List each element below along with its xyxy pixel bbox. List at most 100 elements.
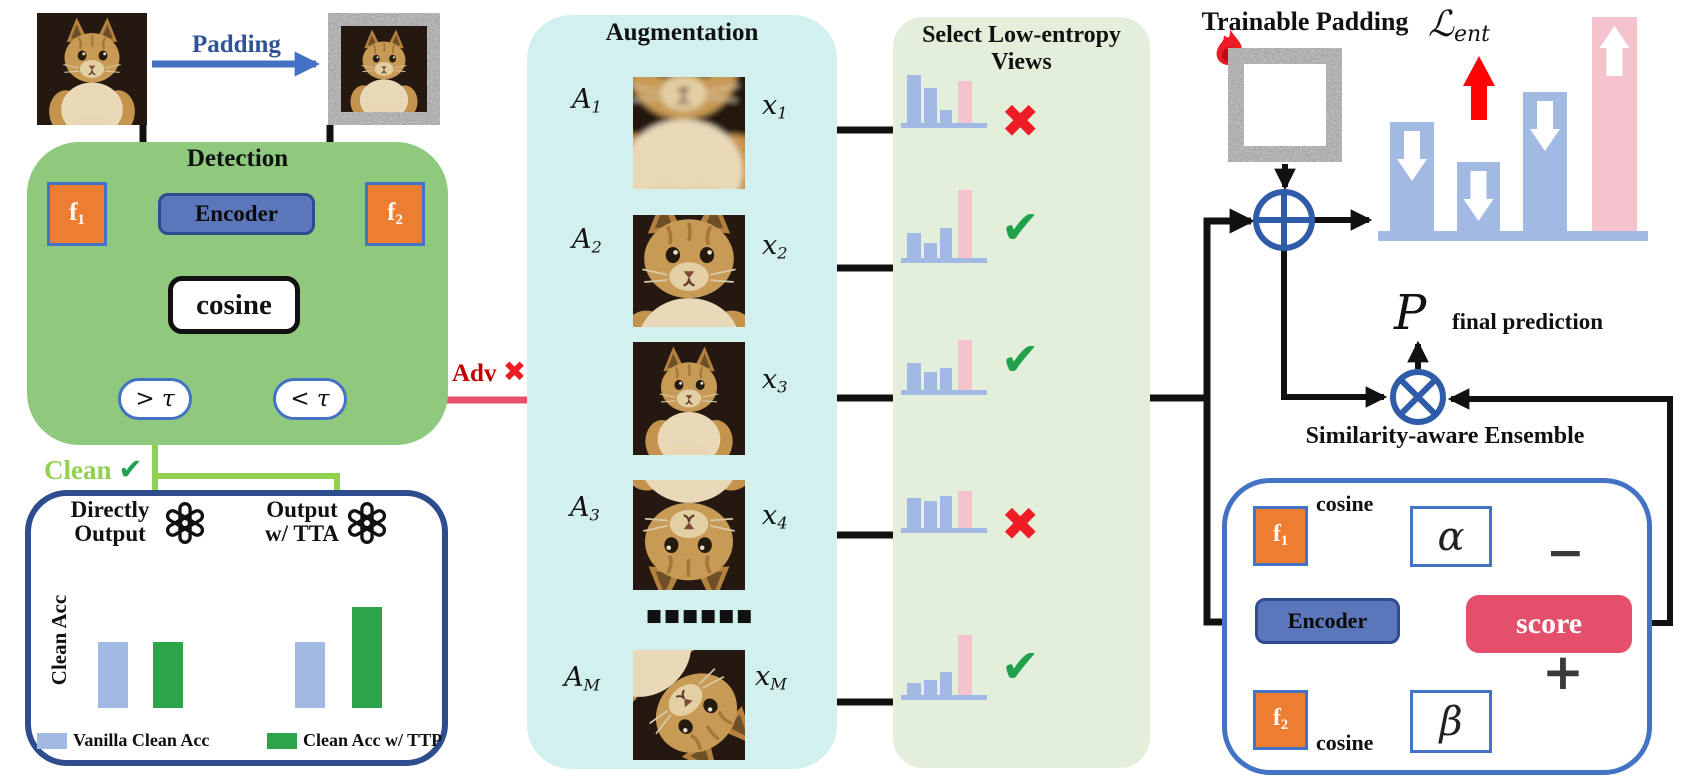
entropy-bar [940, 228, 952, 258]
augmented-view-M [552, 565, 808, 784]
trainable-padding-square [1228, 48, 1342, 162]
ensemble-f2-label: f2 [1272, 705, 1289, 734]
openai-logo-icon [344, 500, 390, 546]
score-label: score [1515, 607, 1583, 640]
entropy-mini-chart [901, 50, 989, 128]
ensemble-caption: Similarity-aware Ensemble [1305, 423, 1585, 449]
above-threshold-node: > τ [118, 378, 192, 420]
clean-acc-axis-label: Clean Acc [47, 594, 71, 686]
view-label-x1: x1 [762, 90, 788, 123]
entropy-bar [924, 372, 937, 390]
ensemble-encoder-node: Encoder [1255, 598, 1400, 644]
entropy-bar [940, 672, 952, 695]
down-trend-icon [1463, 171, 1494, 221]
alpha-node: α [1410, 506, 1492, 567]
entropy-up-arrow [1463, 56, 1495, 120]
logit-bar [1457, 162, 1500, 231]
augmented-view-2 [597, 185, 781, 386]
entropy-chart-baseline [901, 390, 987, 395]
selected-check-icon: ✔ [1001, 200, 1040, 254]
ensemble-f1-label: f1 [1272, 521, 1289, 550]
entropy-bar [924, 243, 937, 258]
aug-op-label-3: A3 [570, 492, 600, 525]
minus-sign: − [1546, 525, 1585, 579]
entropy-bar [958, 190, 972, 258]
openai-logo-icon [162, 500, 208, 546]
f1-label: f1 [69, 198, 85, 229]
cosine-bottom-label: cosine [1316, 730, 1374, 755]
cosine-top-label: cosine [1316, 491, 1374, 516]
clean-check-icon: ✔ [118, 452, 143, 486]
add-padding-operator [1253, 189, 1315, 251]
padded-image [328, 13, 440, 125]
logit-bar [1523, 92, 1567, 231]
entropy-bar [907, 683, 921, 695]
rejected-cross-icon: ✖ [1001, 94, 1040, 148]
ensemble-multiply-operator [1390, 369, 1446, 425]
score-node: score [1466, 595, 1632, 653]
selected-check-icon: ✔ [1001, 332, 1040, 386]
original-image [35, 11, 149, 138]
vanilla-acc-bar [295, 642, 325, 708]
augmented-view-4 [599, 416, 779, 614]
entropy-mini-chart [901, 317, 989, 395]
adversarial-view-3 [631, 340, 747, 468]
lt-tau-label: < τ [290, 386, 330, 412]
entropy-bar [958, 635, 972, 695]
view-label-xM: xM [755, 661, 787, 694]
entropy-chart-baseline [901, 123, 987, 128]
aug-op-label-2: A2 [572, 224, 602, 257]
adv-branch-label: Adv ✖ [452, 355, 527, 388]
entropy-bar [907, 233, 921, 258]
entropy-bar [940, 368, 952, 390]
ellipsis-dots: ■■■■■■ [646, 606, 755, 626]
detection-title: Detection [186, 145, 289, 172]
final-prediction-symbol: P [1394, 285, 1427, 341]
cosine-label: cosine [196, 288, 272, 321]
select-views-title: Select Low-entropy Views [922, 22, 1121, 75]
logit-bar [1390, 122, 1434, 231]
ensemble-f1-node: f1 [1253, 506, 1308, 566]
final-prediction-caption: final prediction [1452, 309, 1604, 334]
entropy-bar [924, 88, 937, 123]
encoder-node: Encoder [158, 193, 315, 235]
directly-output-title: Directly Output [70, 497, 150, 547]
view-label-x4: x4 [762, 500, 788, 533]
f1-feature-node: f1 [47, 182, 107, 246]
entropy-bar [907, 498, 921, 528]
ttp-acc-swatch [267, 733, 297, 749]
entropy-bar [907, 75, 921, 123]
entropy-bar [940, 110, 952, 123]
entropy-bar [958, 81, 972, 123]
trainable-padding-title: Trainable Padding [1201, 7, 1409, 36]
entropy-bar [958, 340, 972, 390]
entropy-bar [958, 491, 972, 528]
f2-feature-node: f2 [365, 182, 425, 246]
alpha-label: α [1437, 513, 1465, 560]
padding-label: Padding [192, 31, 281, 58]
plus-sign: + [1542, 643, 1584, 701]
ttp-acc-bar [153, 642, 183, 708]
beta-node: β [1410, 690, 1492, 753]
output-tta-title: Output w/ TTA [265, 497, 339, 547]
encoder-label: Encoder [194, 201, 279, 226]
gt-tau-label: > τ [135, 386, 175, 412]
f2-label: f2 [387, 198, 403, 229]
view-label-x2: x2 [762, 230, 788, 263]
up-trend-icon [1599, 26, 1630, 76]
augmented-view-1 [633, 77, 745, 189]
entropy-bar [940, 496, 952, 528]
below-threshold-node: < τ [273, 378, 347, 420]
entropy-chart-baseline [901, 695, 987, 700]
entropy-bar [924, 680, 937, 695]
logit-bar [1592, 17, 1637, 231]
down-trend-icon [1397, 131, 1427, 181]
cosine-node: cosine [168, 276, 300, 334]
entropy-mini-chart [901, 622, 989, 700]
entropy-bar [907, 363, 921, 390]
entropy-loss-label: ℒent [1428, 4, 1490, 47]
vanilla-acc-swatch [37, 733, 67, 749]
adv-cross-icon: ✖ [502, 355, 527, 388]
aug-op-label-M: AM [564, 662, 601, 695]
